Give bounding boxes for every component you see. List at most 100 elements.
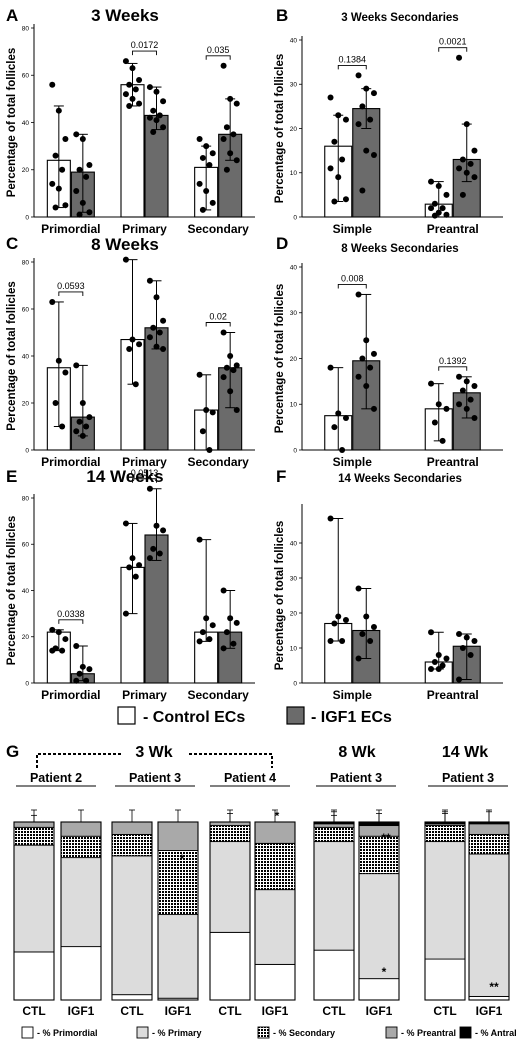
data-point bbox=[52, 400, 59, 406]
segment-primary bbox=[254, 889, 296, 965]
x-label-igf1: IGF1 bbox=[68, 1004, 95, 1018]
data-point bbox=[233, 100, 240, 107]
bar-outline-igf1 bbox=[254, 821, 296, 1001]
panel-e: E 14 Weeks Percentage of total follicles 0 2… bbox=[6, 467, 255, 702]
significance-star: ** bbox=[381, 831, 391, 845]
y-tick-label: 20 bbox=[290, 126, 298, 133]
data-point bbox=[339, 447, 346, 453]
data-point bbox=[55, 185, 62, 192]
segment-preantral bbox=[468, 823, 510, 835]
group-label-3wk: 3 Wk bbox=[135, 744, 172, 761]
data-point bbox=[435, 666, 442, 672]
data-point bbox=[428, 629, 435, 636]
data-point bbox=[209, 622, 216, 629]
panel-b: B 3 Weeks Secondaries Percentage of total … bbox=[274, 6, 503, 236]
data-point bbox=[435, 652, 442, 658]
x-label-ctl: CTL bbox=[218, 1004, 241, 1018]
patient-label: Patient 4 bbox=[224, 771, 276, 785]
data-point bbox=[370, 405, 377, 412]
data-point bbox=[136, 562, 143, 569]
data-point bbox=[443, 405, 450, 412]
data-point bbox=[49, 81, 56, 88]
data-point bbox=[156, 329, 163, 336]
data-point bbox=[129, 65, 136, 72]
data-point bbox=[431, 200, 438, 207]
data-point bbox=[223, 166, 230, 173]
data-point bbox=[83, 423, 90, 430]
category-label: Primordial bbox=[41, 455, 100, 469]
comparison-bracket bbox=[205, 55, 231, 60]
data-point bbox=[339, 156, 346, 163]
significance-star: * bbox=[180, 852, 185, 866]
data-point bbox=[86, 414, 93, 421]
data-point bbox=[52, 152, 59, 159]
data-point bbox=[49, 298, 56, 305]
segment-preantral bbox=[254, 821, 296, 844]
data-point bbox=[435, 183, 442, 190]
data-point bbox=[223, 124, 230, 131]
significance-star: * bbox=[275, 809, 280, 823]
patient-label: Patient 2 bbox=[30, 771, 82, 785]
y-tick-label: 40 bbox=[290, 37, 298, 44]
y-tick-label: 40 bbox=[290, 264, 298, 271]
data-point bbox=[233, 362, 240, 369]
bar-outline-ctl bbox=[111, 821, 153, 1001]
p-value-label: 0.0021 bbox=[439, 37, 467, 47]
data-point bbox=[363, 613, 370, 620]
data-point bbox=[431, 419, 438, 426]
panel-letter-e: E bbox=[6, 467, 17, 486]
y-tick-label: 20 bbox=[22, 400, 30, 407]
data-point bbox=[335, 613, 342, 620]
y-tick-label: 0 bbox=[25, 214, 29, 221]
data-point bbox=[456, 373, 463, 380]
data-point bbox=[439, 205, 446, 212]
data-point bbox=[150, 324, 157, 331]
data-point bbox=[359, 355, 366, 362]
data-point bbox=[363, 337, 370, 344]
data-point bbox=[73, 428, 80, 435]
data-point bbox=[463, 121, 470, 128]
data-point bbox=[233, 407, 240, 414]
panel-c: C 8 Weeks Percentage of total follicles 0 20… bbox=[6, 234, 255, 469]
segment-secondary bbox=[13, 826, 55, 846]
panel-letter-b: B bbox=[276, 6, 288, 25]
segment-primordial bbox=[358, 978, 400, 1001]
y-tick-label: 30 bbox=[290, 82, 298, 89]
data-point bbox=[76, 670, 83, 677]
category-label: Simple bbox=[333, 455, 373, 469]
data-point bbox=[463, 405, 470, 412]
data-point bbox=[359, 103, 366, 110]
data-point bbox=[367, 116, 374, 123]
stacked-group: Patient 3 CTL IGF1 bbox=[424, 771, 510, 1018]
data-point bbox=[439, 437, 446, 444]
data-point bbox=[428, 178, 435, 185]
data-point bbox=[327, 364, 334, 371]
data-point bbox=[86, 666, 93, 673]
data-point bbox=[327, 165, 334, 172]
bar-outline-ctl bbox=[313, 821, 355, 1001]
data-point bbox=[209, 199, 216, 206]
data-point bbox=[227, 388, 234, 395]
data-point bbox=[220, 62, 227, 69]
data-point bbox=[196, 536, 203, 543]
segment-primary bbox=[60, 857, 102, 948]
data-point bbox=[122, 256, 129, 263]
data-point bbox=[367, 364, 374, 371]
panel-letter-g: G bbox=[6, 742, 19, 761]
data-point bbox=[76, 418, 83, 425]
data-point bbox=[227, 95, 234, 102]
patient-label: Patient 3 bbox=[330, 771, 382, 785]
category-label: Primary bbox=[122, 455, 167, 469]
group-label-14wk: 14 Wk bbox=[442, 744, 488, 761]
data-point bbox=[443, 655, 450, 662]
y-tick-label: 80 bbox=[22, 25, 30, 32]
data-point bbox=[363, 85, 370, 92]
segment-secondary bbox=[424, 825, 466, 843]
data-point bbox=[370, 90, 377, 97]
x-label-igf1: IGF1 bbox=[165, 1004, 192, 1018]
data-point bbox=[223, 364, 230, 371]
x-label-ctl: CTL bbox=[322, 1004, 345, 1018]
stacked-group: Patient 3 CTL IGF1 bbox=[111, 771, 199, 1018]
data-point bbox=[153, 117, 160, 124]
data-point bbox=[355, 585, 362, 592]
